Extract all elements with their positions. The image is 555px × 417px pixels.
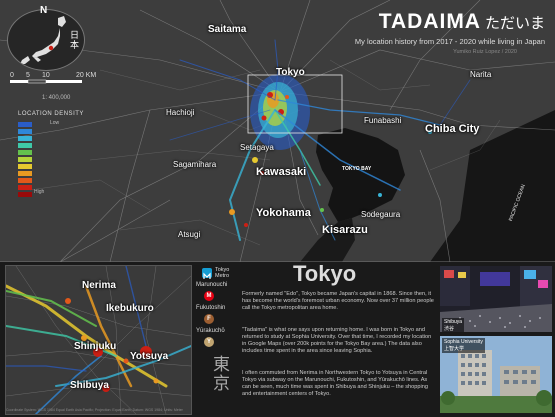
scale-label-0: 0 bbox=[10, 72, 14, 79]
legend-swatch-5 bbox=[18, 157, 32, 162]
shibuya-label-en: Shibuya bbox=[444, 319, 463, 325]
metro-lines-panel: Tokyo Metro Marunouchi M Fukutoshin F Yū… bbox=[196, 265, 236, 415]
marunouchi-line-icon: M bbox=[204, 291, 214, 301]
city-label-saitama: Saitama bbox=[208, 24, 247, 35]
metro-line-yurakucho-label: Yūrakuchō bbox=[196, 328, 225, 334]
scale-label-10: 10 bbox=[42, 72, 50, 79]
japan-label: 日本 bbox=[70, 30, 80, 50]
article-title: Tokyo bbox=[293, 261, 357, 286]
legend-high-label: High bbox=[34, 189, 45, 195]
city-label-setagaya: Setagaya bbox=[240, 143, 274, 152]
detail-map-graphics bbox=[6, 266, 191, 414]
city-label-tokyo: Tokyo bbox=[276, 67, 305, 78]
place-label-ikebukuro: Ikebukuro bbox=[106, 303, 154, 314]
detail-map[interactable]: Nerima Ikebukuro Shinjuku Yotsuya Shibuy… bbox=[5, 265, 192, 415]
city-label-sagamihara: Sagamihara bbox=[173, 160, 217, 169]
article-paragraph-3: I often commuted from Nerima in Northwes… bbox=[242, 370, 428, 397]
legend-low-label: Low bbox=[50, 120, 60, 126]
city-label-atsugi: Atsugi bbox=[178, 230, 201, 239]
city-label-chiba: Chiba City bbox=[425, 123, 480, 135]
place-label-yotsuya: Yotsuya bbox=[130, 351, 169, 362]
tokyo-metro-logo-icon bbox=[202, 268, 212, 279]
city-label-funabashi: Funabashi bbox=[364, 116, 402, 125]
yurakucho-line-icon: Y bbox=[204, 337, 214, 347]
tokyo-metro-label: Tokyo Metro bbox=[215, 267, 230, 279]
scale-label-20: 20 KM bbox=[76, 72, 97, 79]
city-label-yokohama: Yokohama bbox=[256, 207, 311, 219]
sophia-photo-label: Sophia University 上智大学 bbox=[442, 338, 485, 353]
scale-ratio: 1: 400,000 bbox=[42, 95, 71, 101]
projection-credit: Coordinate System: WGS 1984 Equal Earth … bbox=[6, 408, 183, 412]
author-credit: Yumiko Ruiz Lopez / 2020 bbox=[453, 49, 517, 55]
fukutoshin-line-icon: F bbox=[204, 314, 214, 324]
place-label-shinjuku: Shinjuku bbox=[74, 341, 117, 352]
sophia-university-photo: Sophia University 上智大学 bbox=[440, 336, 552, 413]
main-map[interactable]: N 日本 0 5 10 20 KM 1: 400,000 LOCATION DE… bbox=[0, 0, 555, 262]
legend-swatch-3 bbox=[18, 143, 32, 148]
map-subtitle: My location history from 2017 - 2020 whi… bbox=[354, 37, 545, 46]
place-label-shibuya: Shibuya bbox=[70, 380, 109, 391]
sophia-label-en: Sophia University bbox=[444, 339, 483, 345]
legend-swatches bbox=[18, 122, 32, 199]
north-arrow: N bbox=[40, 5, 48, 16]
article-paragraph-1: Formerly named "Edo", Tokyo became Japan… bbox=[242, 291, 434, 311]
legend-swatch-6 bbox=[18, 164, 32, 169]
place-label-nerima: Nerima bbox=[82, 280, 116, 291]
legend-swatch-8 bbox=[18, 178, 32, 183]
article-paragraph-2: "Tadaima" is what one says upon returnin… bbox=[242, 327, 432, 354]
scale-label-5: 5 bbox=[26, 72, 30, 79]
main-map-graphics bbox=[0, 0, 555, 262]
metro-line-marunouchi-label: Marunouchi bbox=[196, 282, 228, 288]
map-title: TADAIMA ただいま bbox=[379, 10, 545, 34]
sophia-label-jp: 上智大学 bbox=[444, 346, 465, 352]
scale-bar bbox=[10, 79, 82, 84]
city-label-hachioji: Hachioji bbox=[166, 108, 195, 117]
shibuya-photo-label: Shibuya 渋谷 bbox=[442, 318, 465, 332]
title-japanese: ただいま bbox=[484, 15, 545, 32]
title-text: TADAIMA bbox=[378, 10, 481, 33]
legend-title: LOCATION DENSITY bbox=[18, 111, 84, 117]
legend-swatch-2 bbox=[18, 136, 32, 141]
legend-swatch-7 bbox=[18, 171, 32, 176]
city-label-kawasaki: Kawasaki bbox=[256, 166, 307, 178]
legend-swatch-1 bbox=[18, 129, 32, 134]
japan-inset-map bbox=[7, 9, 85, 71]
legend-swatch-10 bbox=[18, 192, 32, 197]
legend-swatch-9 bbox=[18, 185, 32, 190]
city-label-narita: Narita bbox=[470, 70, 492, 79]
legend-swatch-0 bbox=[18, 122, 32, 127]
shibuya-label-jp: 渋谷 bbox=[444, 326, 455, 332]
metro-line-fukutoshin-label: Fukutoshin bbox=[196, 305, 226, 311]
tokyo-bay-label: TOKYO BAY bbox=[342, 166, 372, 172]
tokyo-kanji: 東京 bbox=[213, 355, 230, 393]
shibuya-photo: Shibuya 渋谷 bbox=[440, 266, 552, 332]
city-label-kisarazu: Kisarazu bbox=[322, 224, 368, 236]
legend-swatch-4 bbox=[18, 150, 32, 155]
city-label-sodegaura: Sodegaura bbox=[361, 210, 401, 219]
